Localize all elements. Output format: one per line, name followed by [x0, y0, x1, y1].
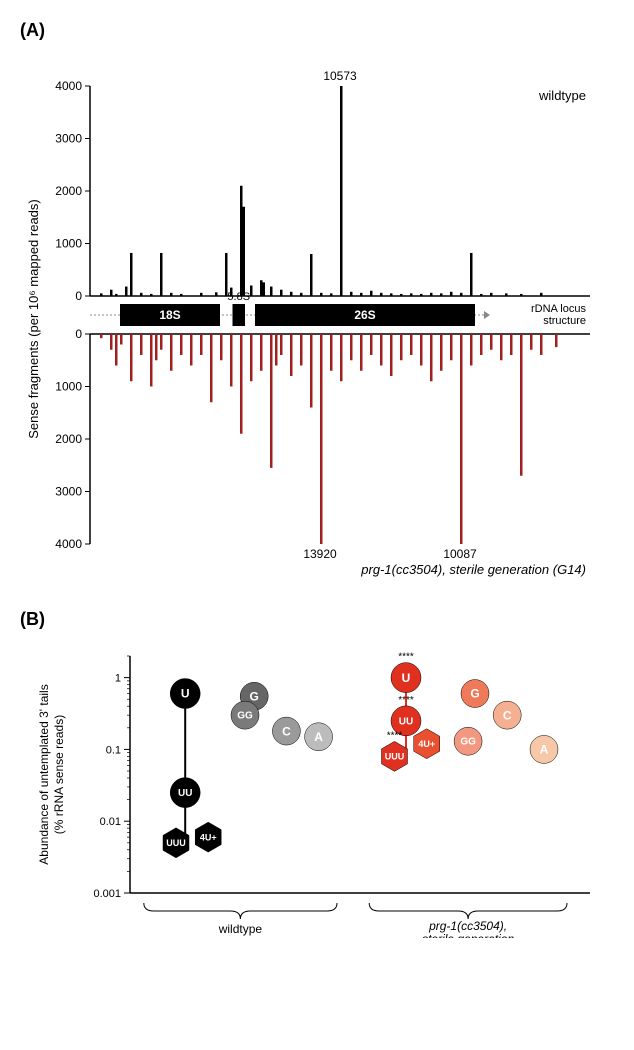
- svg-text:10573: 10573: [323, 69, 357, 83]
- svg-text:(% rRNA sense reads): (% rRNA sense reads): [52, 715, 66, 834]
- svg-text:structure: structure: [543, 315, 586, 327]
- svg-text:prg-1(cc3504), sterile generat: prg-1(cc3504), sterile generation (G14): [360, 562, 586, 577]
- svg-text:0.01: 0.01: [100, 816, 121, 828]
- svg-text:UU: UU: [178, 788, 192, 799]
- svg-text:prg-1(cc3504),: prg-1(cc3504),: [428, 919, 507, 933]
- svg-text:sterile generation: sterile generation: [422, 932, 514, 938]
- svg-text:UU: UU: [399, 716, 413, 727]
- svg-text:Abundance of untemplated 3' ta: Abundance of untemplated 3' tails: [37, 684, 51, 864]
- svg-text:0: 0: [75, 327, 82, 341]
- svg-text:rDNA locus: rDNA locus: [531, 303, 587, 315]
- svg-text:4U+: 4U+: [200, 832, 217, 842]
- svg-text:1000: 1000: [55, 380, 82, 394]
- svg-text:G: G: [250, 689, 259, 703]
- gene-box: [233, 304, 246, 326]
- svg-text:A: A: [314, 730, 323, 744]
- svg-text:U: U: [402, 671, 411, 685]
- svg-text:A: A: [540, 743, 549, 757]
- svg-text:5.8S: 5.8S: [227, 291, 250, 303]
- svg-text:3000: 3000: [55, 132, 82, 146]
- svg-text:0.1: 0.1: [106, 744, 121, 756]
- svg-text:U: U: [181, 687, 190, 701]
- panel-a-label: (A): [20, 20, 614, 41]
- svg-text:4000: 4000: [55, 537, 82, 551]
- svg-text:4U+: 4U+: [418, 739, 435, 749]
- svg-text:wildtype: wildtype: [218, 922, 263, 936]
- svg-text:****: ****: [398, 652, 414, 663]
- svg-text:C: C: [503, 708, 512, 722]
- svg-text:Sense fragments (per 10⁶ mappe: Sense fragments (per 10⁶ mapped reads): [26, 199, 41, 438]
- svg-text:GG: GG: [460, 737, 476, 748]
- svg-text:UUU: UUU: [166, 838, 186, 848]
- svg-text:13920: 13920: [303, 547, 337, 561]
- svg-text:2000: 2000: [55, 432, 82, 446]
- svg-text:2000: 2000: [55, 184, 82, 198]
- svg-text:0: 0: [75, 289, 82, 303]
- svg-text:3000: 3000: [55, 485, 82, 499]
- svg-text:1000: 1000: [55, 237, 82, 251]
- svg-text:G: G: [470, 687, 479, 701]
- svg-text:wildtype: wildtype: [538, 88, 586, 103]
- svg-text:0.001: 0.001: [93, 888, 121, 900]
- svg-text:4000: 4000: [55, 79, 82, 93]
- svg-text:****: ****: [387, 730, 403, 741]
- svg-text:****: ****: [398, 695, 414, 706]
- panel-a-svg: Sense fragments (per 10⁶ mapped reads) 0 1…: [20, 49, 610, 589]
- svg-text:UUU: UUU: [385, 752, 405, 762]
- svg-text:C: C: [282, 724, 291, 738]
- svg-text:18S: 18S: [159, 308, 180, 322]
- svg-text:26S: 26S: [354, 308, 375, 322]
- panel-a-chart: Sense fragments (per 10⁶ mapped reads) 0 1…: [20, 49, 614, 589]
- svg-text:1: 1: [115, 673, 121, 685]
- svg-text:GG: GG: [237, 711, 253, 722]
- svg-text:10087: 10087: [443, 547, 477, 561]
- panel-b-chart: Abundance of untemplated 3' tails(% rRNA…: [20, 638, 614, 938]
- panel-b-label: (B): [20, 609, 614, 630]
- panel-b-svg: Abundance of untemplated 3' tails(% rRNA…: [20, 638, 610, 938]
